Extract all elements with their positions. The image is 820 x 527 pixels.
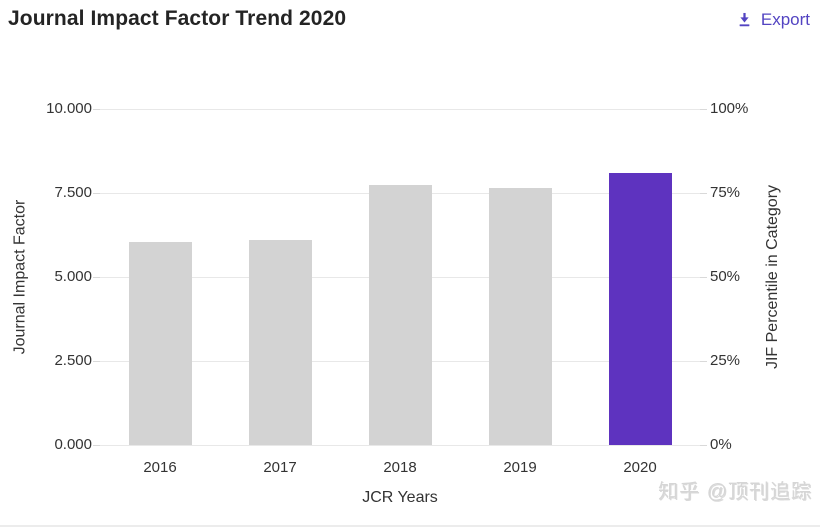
x-axis-title: JCR Years bbox=[362, 489, 438, 506]
x-tick-label-2017: 2017 bbox=[263, 459, 297, 476]
axis-tick-mark bbox=[700, 444, 707, 446]
y-tick-label-left: 10.000 bbox=[46, 100, 92, 117]
page-title: Journal Impact Factor Trend 2020 bbox=[8, 7, 347, 30]
x-tick-label-2020: 2020 bbox=[623, 459, 657, 476]
y-tick-label-right: 0% bbox=[710, 436, 732, 453]
y-tick-label-right: 50% bbox=[710, 268, 741, 285]
x-tick-label-2019: 2019 bbox=[503, 459, 537, 476]
grid-line bbox=[100, 444, 700, 446]
y-tick-label-right: 75% bbox=[710, 184, 741, 201]
axis-tick-mark bbox=[700, 276, 707, 278]
bar-2019[interactable] bbox=[488, 187, 552, 445]
y-tick-label-left: 0.000 bbox=[54, 436, 92, 453]
y-tick-label-right: 100% bbox=[710, 100, 749, 117]
axis-tick-mark bbox=[93, 192, 100, 194]
x-tick-label-2016: 2016 bbox=[143, 459, 177, 476]
bar-2020[interactable] bbox=[608, 172, 672, 445]
y-tick-label-left: 5.000 bbox=[54, 268, 92, 285]
bar-2016[interactable] bbox=[128, 241, 192, 445]
y-tick-label-left: 7.500 bbox=[54, 184, 92, 201]
axis-tick-mark bbox=[93, 108, 100, 110]
export-button[interactable]: Export bbox=[737, 10, 810, 30]
plot-area bbox=[100, 108, 700, 446]
y-tick-label-right: 25% bbox=[710, 352, 741, 369]
export-button-label: Export bbox=[760, 10, 810, 29]
axis-tick-mark bbox=[700, 192, 707, 194]
watermark: 知乎 @顶刊追踪 bbox=[658, 481, 812, 503]
download-icon bbox=[737, 12, 752, 28]
axis-tick-mark bbox=[93, 444, 100, 446]
axis-tick-mark bbox=[93, 276, 100, 278]
bar-2018[interactable] bbox=[368, 184, 432, 445]
axis-tick-mark bbox=[93, 360, 100, 362]
grid-line bbox=[100, 108, 700, 110]
x-tick-label-2018: 2018 bbox=[383, 459, 417, 476]
axis-tick-mark bbox=[700, 108, 707, 110]
axis-tick-mark bbox=[700, 360, 707, 362]
y-tick-label-left: 2.500 bbox=[54, 352, 92, 369]
bar-2017[interactable] bbox=[248, 240, 312, 445]
